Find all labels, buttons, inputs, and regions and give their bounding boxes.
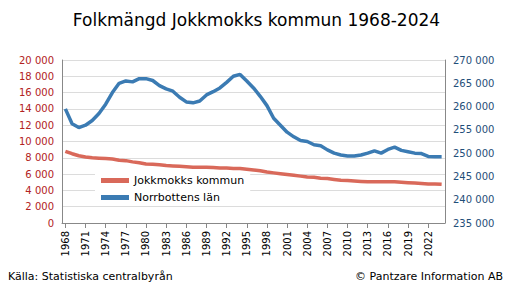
svg-text:© Pantzare Information AB: © Pantzare Information AB: [355, 270, 503, 283]
svg-text:1998: 1998: [261, 231, 272, 256]
svg-text:2 000: 2 000: [25, 201, 54, 212]
svg-text:1989: 1989: [201, 231, 212, 256]
svg-text:235 000: 235 000: [453, 218, 494, 229]
svg-text:8 000: 8 000: [25, 152, 54, 163]
svg-text:Norrbottens län: Norrbottens län: [134, 191, 220, 204]
svg-text:265 000: 265 000: [453, 78, 494, 89]
svg-text:1995: 1995: [241, 231, 252, 256]
svg-text:2022: 2022: [423, 231, 434, 256]
svg-text:2013: 2013: [362, 231, 373, 256]
svg-text:12 000: 12 000: [19, 120, 54, 131]
svg-text:1977: 1977: [120, 231, 131, 256]
svg-text:18 000: 18 000: [19, 71, 54, 82]
svg-text:240 000: 240 000: [453, 194, 494, 205]
svg-text:16 000: 16 000: [19, 87, 54, 98]
svg-text:14 000: 14 000: [19, 103, 54, 114]
svg-text:2001: 2001: [282, 231, 293, 256]
svg-text:0: 0: [48, 218, 54, 229]
svg-text:Folkmängd Jokkmokks kommun 196: Folkmängd Jokkmokks kommun 1968-2024: [73, 10, 440, 30]
svg-text:Jokkmokks kommun: Jokkmokks kommun: [133, 174, 244, 187]
svg-text:2007: 2007: [322, 231, 333, 256]
svg-text:2010: 2010: [342, 231, 353, 256]
svg-text:1986: 1986: [181, 231, 192, 256]
svg-text:4 000: 4 000: [25, 185, 54, 196]
svg-text:10 000: 10 000: [19, 136, 54, 147]
svg-text:1983: 1983: [161, 231, 172, 256]
svg-text:255 000: 255 000: [453, 124, 494, 135]
svg-text:6 000: 6 000: [25, 169, 54, 180]
svg-text:20 000: 20 000: [19, 55, 54, 66]
svg-text:1971: 1971: [80, 231, 91, 256]
svg-text:Källa: Statistiska centralbyrå: Källa: Statistiska centralbyrån: [8, 270, 173, 283]
svg-text:2016: 2016: [382, 231, 393, 256]
svg-text:1974: 1974: [100, 231, 111, 256]
svg-text:1992: 1992: [221, 231, 232, 256]
svg-text:260 000: 260 000: [453, 101, 494, 112]
svg-text:2004: 2004: [302, 231, 313, 256]
svg-text:270 000: 270 000: [453, 55, 494, 66]
svg-text:245 000: 245 000: [453, 171, 494, 182]
svg-text:2019: 2019: [403, 231, 414, 256]
svg-text:250 000: 250 000: [453, 148, 494, 159]
svg-text:1980: 1980: [140, 231, 151, 256]
svg-text:1968: 1968: [60, 231, 71, 256]
